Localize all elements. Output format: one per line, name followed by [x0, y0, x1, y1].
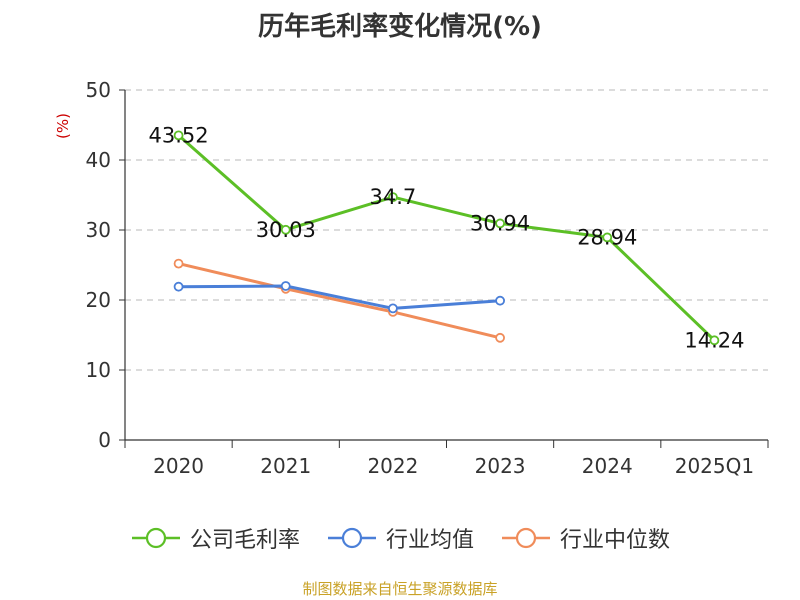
legend-item[interactable]: 公司毛利率	[130, 522, 300, 554]
y-tick-label: 40	[86, 148, 111, 172]
series-line	[177, 134, 716, 342]
data-point	[709, 335, 720, 346]
legend: 公司毛利率 行业均值 行业中位数	[0, 522, 800, 554]
data-label: 34.7	[370, 185, 417, 209]
y-tick-label: 10	[86, 358, 111, 382]
data-point	[173, 281, 184, 292]
data-point	[495, 295, 505, 306]
data-point	[280, 281, 291, 291]
y-tick-label: 50	[86, 78, 111, 102]
legend-marker-icon	[327, 527, 376, 549]
legend-label: 公司毛利率	[189, 528, 300, 553]
x-tick-label: 2022	[367, 454, 418, 478]
legend-label: 行业均值	[385, 528, 474, 553]
series-line	[178, 262, 501, 340]
y-axis-label: (%)	[54, 113, 72, 139]
series-line	[178, 284, 501, 310]
x-tick-label: 2021	[260, 454, 311, 478]
grid-layer	[125, 89, 768, 371]
y-tick-label: 30	[86, 218, 111, 242]
data-point	[280, 224, 291, 235]
data-point	[388, 303, 398, 314]
legend-marker-icon	[502, 527, 550, 549]
legend-label: 行业中位数	[560, 528, 671, 553]
data-point	[495, 332, 505, 343]
data-label: 28.94	[577, 225, 637, 249]
series-layer	[173, 130, 720, 346]
source-note: 制图数据来自恒生聚源数据库	[302, 580, 498, 598]
legend-item[interactable]: 行业中位数	[500, 522, 670, 554]
data-point	[602, 232, 613, 243]
y-tick-label: 0	[98, 428, 111, 452]
chart-title: 历年毛利率变化情况(%)	[258, 12, 542, 42]
y-tick-label: 20	[86, 288, 111, 312]
data-point	[173, 258, 184, 269]
label-layer: 43.52 30.03 34.7 30.94 28.94 14.24	[149, 123, 745, 352]
data-label: 43.52	[149, 123, 209, 147]
x-tick-label: 2025Q1	[675, 454, 754, 478]
legend-marker-icon	[131, 527, 180, 549]
x-tick-label: 2023	[475, 454, 526, 478]
legend-item[interactable]: 行业均值	[326, 522, 474, 554]
data-label: 30.94	[470, 211, 530, 235]
x-tick-label: 2020	[153, 454, 204, 478]
axis-layer: 0 10 20 30 40 50 2020 2021 2022 2023 2024 2025Q1 (%)	[54, 78, 769, 478]
data-label: 30.03	[256, 218, 316, 242]
data-point	[173, 130, 184, 141]
data-point	[388, 192, 398, 203]
data-label: 14.24	[684, 328, 744, 352]
data-point	[495, 218, 505, 229]
x-tick-label: 2024	[582, 454, 633, 478]
